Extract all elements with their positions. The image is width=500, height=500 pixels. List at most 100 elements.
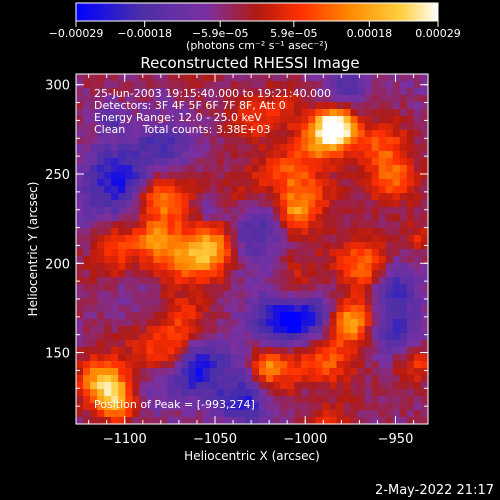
heatmap-cell [392, 263, 401, 271]
heatmap-cell [209, 277, 218, 285]
heatmap-cell [280, 207, 288, 215]
heatmap-cell [104, 256, 112, 264]
heatmap-cell [280, 193, 288, 201]
heatmap-cell [76, 347, 84, 355]
heatmap-cell [111, 137, 119, 145]
heatmap-cell [413, 158, 422, 166]
heatmap-cell [160, 158, 169, 166]
heatmap-cell [315, 165, 323, 173]
heatmap-cell [174, 165, 183, 173]
heatmap-cell [329, 326, 338, 334]
heatmap-cell [266, 242, 274, 250]
heatmap-cell [97, 256, 105, 264]
heatmap-cell [406, 200, 415, 208]
heatmap-cell [420, 130, 429, 138]
heatmap-cell [132, 116, 140, 124]
heatmap-cell [301, 102, 309, 110]
heatmap-cell [209, 109, 218, 117]
heatmap-cell [280, 270, 288, 278]
heatmap-cell [364, 354, 373, 362]
heatmap-cell [244, 417, 253, 425]
heatmap-cell [301, 200, 309, 208]
heatmap-cell [83, 214, 91, 222]
heatmap-cell [385, 298, 394, 306]
annotation-clean-counts: Clean Total counts: 3.38E+03 [94, 123, 271, 136]
heatmap-cell [125, 382, 133, 390]
heatmap-cell [90, 396, 98, 404]
heatmap-cell [280, 74, 288, 82]
heatmap-cell [357, 298, 366, 306]
heatmap-cell [195, 207, 204, 215]
heatmap-cell [357, 403, 366, 411]
heatmap-cell [259, 291, 267, 299]
heatmap-cell [139, 179, 147, 187]
heatmap-cell [167, 137, 176, 145]
heatmap-cell [209, 130, 218, 138]
heatmap-cell [174, 368, 183, 376]
heatmap-cell [266, 109, 274, 117]
heatmap-cell [294, 263, 302, 271]
heatmap-cell [392, 95, 401, 103]
heatmap-cell [125, 354, 133, 362]
heatmap-cell [181, 186, 190, 194]
heatmap-cell [111, 319, 119, 327]
heatmap-cell [139, 256, 147, 264]
heatmap-cell [322, 277, 331, 285]
heatmap-cell [350, 165, 359, 173]
heatmap-cell [223, 340, 232, 348]
heatmap-cell [202, 249, 211, 257]
heatmap-cell [216, 403, 225, 411]
heatmap-cell [259, 221, 267, 229]
heatmap-cell [301, 312, 309, 320]
heatmap-cell [223, 81, 232, 89]
heatmap-cell [420, 102, 429, 110]
heatmap-cell [413, 151, 422, 159]
heatmap-cell [273, 256, 281, 264]
heatmap-cell [392, 382, 401, 390]
heatmap-cell [378, 256, 387, 264]
heatmap-cell [118, 382, 126, 390]
heatmap-cell [132, 319, 140, 327]
heatmap-cell [336, 417, 345, 425]
heatmap-cell [216, 102, 225, 110]
heatmap-cell [118, 102, 126, 110]
heatmap-cell [315, 389, 323, 397]
heatmap-cell [308, 95, 316, 103]
heatmap-cell [399, 193, 408, 201]
heatmap-cell [420, 158, 429, 166]
heatmap-cell [259, 375, 267, 383]
heatmap-cell [244, 354, 253, 362]
heatmap-cell [406, 312, 415, 320]
heatmap-cell [336, 291, 345, 299]
heatmap-cell [174, 389, 183, 397]
heatmap-cell [97, 277, 105, 285]
heatmap-cell [153, 186, 162, 194]
heatmap-cell [322, 221, 331, 229]
heatmap-cell [153, 74, 162, 82]
heatmap-cell [174, 403, 183, 411]
heatmap-cell [315, 277, 323, 285]
heatmap-cell [315, 417, 323, 425]
heatmap-cell [153, 109, 162, 117]
heatmap-cell [83, 354, 91, 362]
heatmap-cell [244, 347, 253, 355]
heatmap-cell [139, 403, 147, 411]
heatmap-cell [357, 207, 366, 215]
heatmap-cell [329, 109, 338, 117]
heatmap-cell [97, 417, 105, 425]
heatmap-cell [237, 382, 246, 390]
heatmap-cell [252, 319, 260, 327]
heatmap-cell [378, 165, 387, 173]
heatmap-cell [237, 403, 246, 411]
heatmap-cell [280, 186, 288, 194]
heatmap-cell [181, 242, 190, 250]
heatmap-cell [118, 305, 126, 313]
heatmap-cell [259, 368, 267, 376]
heatmap-cell [301, 396, 309, 404]
heatmap-cell [181, 277, 190, 285]
heatmap-cell [202, 172, 211, 180]
heatmap-cell [378, 207, 387, 215]
heatmap-cell [322, 130, 331, 138]
y-tick-label: 300 [45, 79, 70, 94]
heatmap-cell [315, 396, 323, 404]
